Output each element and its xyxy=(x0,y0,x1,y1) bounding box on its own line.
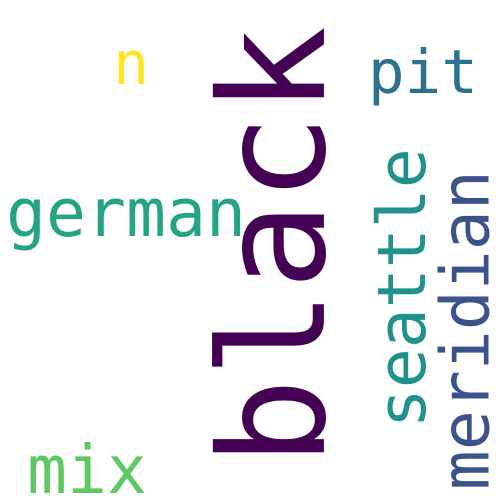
word-pit: pit xyxy=(368,36,478,108)
word-mix: mix xyxy=(27,430,147,500)
word-german: german xyxy=(6,173,246,252)
word-meridian: meridian xyxy=(426,170,500,490)
word-seattle: seattle xyxy=(362,148,441,428)
word-n: n xyxy=(113,30,149,100)
